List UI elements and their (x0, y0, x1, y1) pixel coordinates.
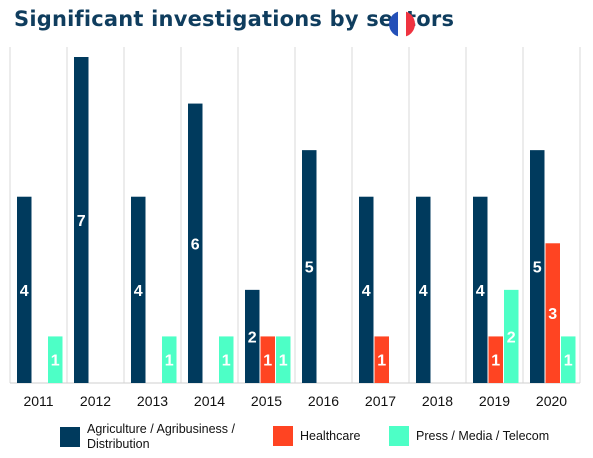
bar-press-2020 (561, 336, 576, 383)
data-label-agriculture-2011: 4 (20, 283, 29, 300)
data-label-agriculture-2016: 5 (305, 260, 314, 277)
data-label-press-2014: 1 (222, 353, 231, 370)
bar-healthcare-2017 (374, 336, 389, 383)
data-label-press-2013: 1 (165, 353, 174, 370)
legend-swatch-healthcare (273, 426, 293, 446)
bar-agriculture-2014 (188, 103, 203, 384)
x-tick-label: 2012 (80, 393, 111, 409)
chart-legend: Agriculture / Agribusiness / Distributio… (0, 418, 593, 454)
data-label-agriculture-2012: 7 (77, 213, 86, 230)
data-label-healthcare-2017: 1 (377, 353, 386, 370)
x-tick-label: 2017 (365, 393, 396, 409)
bar-press-2011 (48, 336, 63, 383)
legend-label-agriculture-line1: Agriculture / Agribusiness / (87, 422, 235, 436)
x-tick-label: 2013 (137, 393, 168, 409)
legend-swatch-agriculture (60, 427, 80, 447)
legend-label-press: Press / Media / Telecom (416, 428, 550, 443)
bar-press-2019 (504, 289, 519, 383)
x-tick-label: 2020 (536, 393, 567, 409)
legend-label-agriculture-line2: Distribution (87, 437, 150, 451)
bar-press-2013 (162, 336, 177, 383)
data-label-press-2011: 1 (51, 353, 60, 370)
flag-blue-band (389, 11, 398, 37)
bar-agriculture-2012 (74, 57, 89, 383)
data-label-agriculture-2017: 4 (362, 283, 371, 300)
chart-title: Significant investigations by sectors (14, 7, 455, 31)
legend-item-healthcare: Healthcare (273, 426, 360, 446)
bar-healthcare-2019 (488, 336, 503, 383)
bar-agriculture-2013 (131, 196, 146, 383)
legend-label-healthcare: Healthcare (300, 428, 361, 443)
bar-agriculture-2018 (416, 196, 431, 383)
bar-agriculture-2017 (359, 196, 374, 383)
legend-label-agriculture: Agriculture / Agribusiness / Distributio… (87, 422, 235, 452)
data-label-agriculture-2015: 2 (248, 329, 257, 346)
flag-red-band (406, 11, 415, 37)
x-tick-label: 2016 (308, 393, 339, 409)
bar-agriculture-2020 (530, 150, 545, 383)
x-tick-label: 2011 (23, 393, 53, 409)
data-label-press-2019: 2 (507, 329, 516, 346)
legend-item-press: Press / Media / Telecom (389, 426, 549, 446)
data-label-agriculture-2019: 4 (476, 283, 485, 300)
bar-healthcare-2015 (260, 336, 275, 383)
bar-agriculture-2011 (17, 196, 32, 383)
data-label-healthcare-2019: 1 (491, 353, 500, 370)
x-tick-label: 2019 (479, 393, 510, 409)
x-tick-label: 2018 (422, 393, 453, 409)
data-label-healthcare-2015: 1 (263, 353, 272, 370)
bar-agriculture-2016 (302, 150, 317, 383)
bar-healthcare-2020 (545, 243, 560, 383)
data-label-agriculture-2014: 6 (191, 236, 200, 253)
legend-item-agriculture: Agriculture / Agribusiness / Distributio… (60, 422, 235, 452)
data-label-agriculture-2020: 5 (533, 260, 542, 277)
data-label-agriculture-2018: 4 (419, 283, 428, 300)
data-label-press-2015: 1 (279, 353, 288, 370)
data-label-press-2020: 1 (564, 353, 573, 370)
data-label-agriculture-2013: 4 (134, 283, 143, 300)
france-flag-icon (389, 11, 415, 37)
x-tick-label: 2014 (194, 393, 225, 409)
bar-agriculture-2019 (473, 196, 488, 383)
data-label-healthcare-2020: 3 (548, 306, 557, 323)
bar-agriculture-2015 (245, 289, 260, 383)
legend-swatch-press (389, 426, 409, 446)
x-tick-label: 2015 (251, 393, 282, 409)
bar-press-2015 (276, 336, 291, 383)
bar-press-2014 (219, 336, 234, 383)
flag-white-band (398, 11, 406, 37)
